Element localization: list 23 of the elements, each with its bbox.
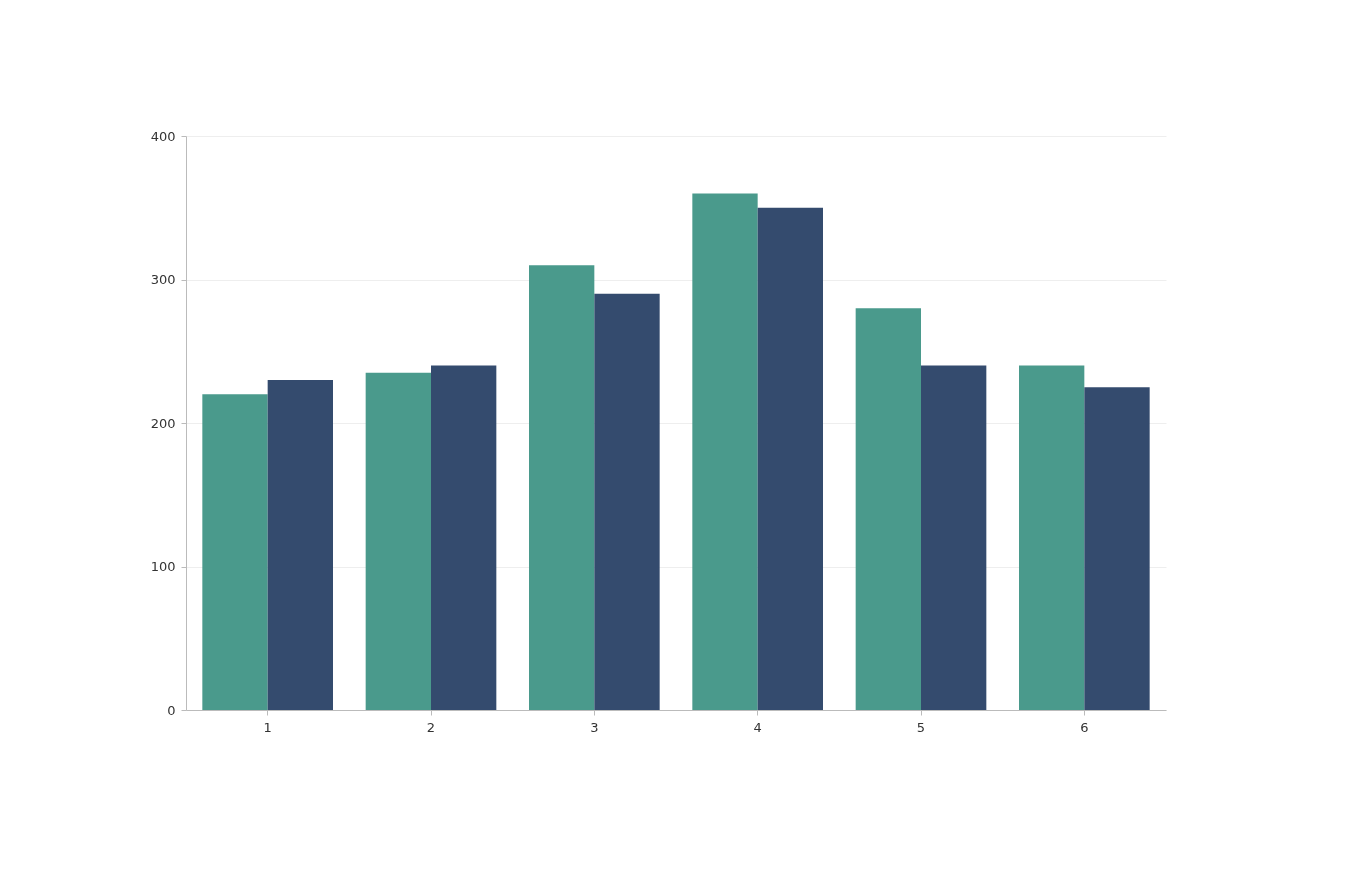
bar <box>1019 365 1085 710</box>
x-tick-label: 4 <box>753 719 762 735</box>
bar <box>757 207 823 710</box>
bar <box>431 365 497 710</box>
x-tick-label: 2 <box>426 719 436 735</box>
bar <box>365 372 431 710</box>
x-tick-label: 5 <box>916 719 926 735</box>
y-tick-label: 0 <box>167 702 176 718</box>
x-tick-label: 6 <box>1080 719 1089 735</box>
y-tick-label: 100 <box>150 559 176 574</box>
bar <box>1084 387 1150 710</box>
bar <box>267 379 333 710</box>
y-tick-label: 300 <box>150 272 176 287</box>
bar <box>594 293 660 710</box>
bar <box>529 265 595 710</box>
y-tick-label: 200 <box>150 415 176 431</box>
y-tick-label: 400 <box>150 128 176 144</box>
bar <box>921 365 987 710</box>
bar <box>692 193 758 710</box>
bar <box>202 394 268 710</box>
x-tick-label: 1 <box>263 719 272 735</box>
x-tick-label: 3 <box>590 719 599 735</box>
bar <box>855 308 921 710</box>
